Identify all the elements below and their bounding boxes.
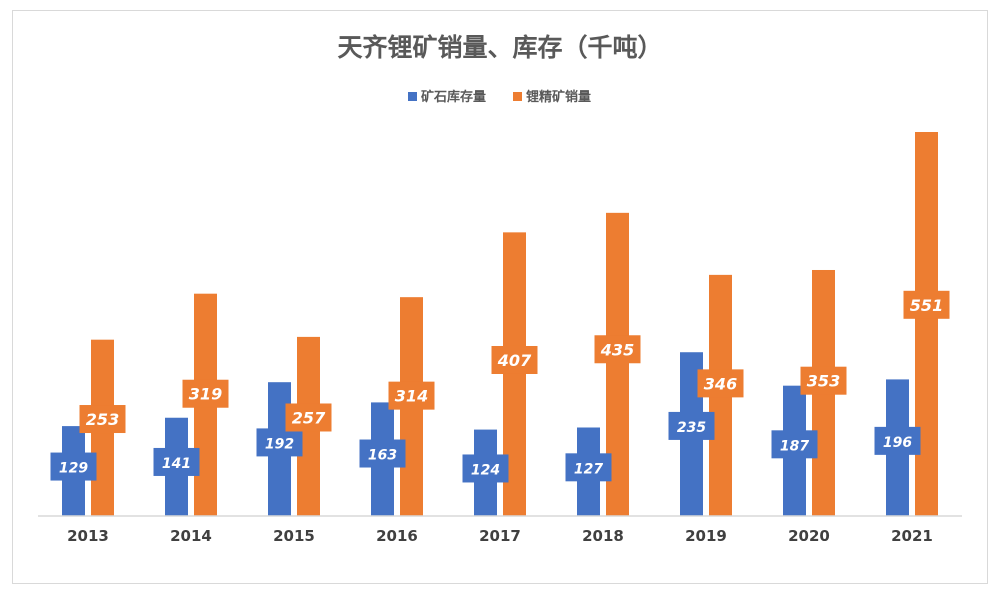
data-label-text-ore-inventory-2013: 129: [59, 461, 88, 477]
data-label-box-concentrate-sales-2021: [903, 290, 950, 319]
x-tick-label-2019: 2019: [685, 527, 727, 545]
data-label-ore-inventory-2018: 127: [565, 453, 612, 482]
data-label-box-ore-inventory-2019: [668, 411, 715, 440]
x-tick-label-2020: 2020: [788, 527, 830, 545]
data-label-box-ore-inventory-2020: [771, 430, 818, 459]
legend-swatch-concentrate-sales: [513, 92, 522, 101]
bar-concentrate-sales-2018: [606, 212, 629, 516]
data-label-box-concentrate-sales-2016: [388, 381, 435, 410]
data-label-text-ore-inventory-2017: 124: [471, 462, 500, 478]
data-label-box-concentrate-sales-2019: [697, 369, 744, 398]
data-label-ore-inventory-2013: 129: [50, 452, 97, 481]
legend-label-concentrate-sales: 锂精矿销量: [526, 89, 591, 105]
data-label-box-concentrate-sales-2015: [285, 403, 332, 432]
x-tick-label-2017: 2017: [479, 527, 521, 545]
data-label-concentrate-sales-2019: 346: [697, 369, 744, 398]
data-label-box-ore-inventory-2013: [50, 452, 97, 481]
data-label-box-ore-inventory-2018: [565, 453, 612, 482]
chart-title: 天齐锂矿销量、库存（千吨）: [337, 33, 662, 62]
data-labels-layer: 129 253 141 319 192 257 163 314 124 407 127 435 235 3…: [50, 290, 950, 483]
data-label-ore-inventory-2016: 163: [359, 439, 406, 468]
x-tick-label-2021: 2021: [891, 527, 933, 545]
data-label-text-concentrate-sales-2015: 257: [292, 408, 326, 427]
data-label-text-concentrate-sales-2016: 314: [395, 387, 428, 406]
data-label-text-ore-inventory-2019: 235: [677, 420, 706, 436]
legend-label-ore-inventory: 矿石库存量: [421, 89, 486, 105]
data-label-concentrate-sales-2018: 435: [594, 335, 641, 364]
data-label-text-ore-inventory-2015: 192: [265, 436, 294, 452]
data-label-concentrate-sales-2020: 353: [800, 366, 847, 395]
bar-concentrate-sales-2017: [503, 232, 526, 516]
x-tick-label-2018: 2018: [582, 527, 624, 545]
data-label-concentrate-sales-2013: 253: [79, 405, 126, 434]
x-tick-label-2014: 2014: [170, 527, 212, 545]
data-label-text-ore-inventory-2018: 127: [574, 461, 603, 477]
data-label-ore-inventory-2015: 192: [256, 428, 303, 457]
x-tick-label-2013: 2013: [67, 527, 109, 545]
data-label-box-ore-inventory-2015: [256, 428, 303, 457]
bar-concentrate-sales-2021: [915, 132, 938, 516]
data-label-box-concentrate-sales-2013: [79, 405, 126, 434]
data-label-box-ore-inventory-2017: [462, 454, 509, 483]
data-label-box-concentrate-sales-2017: [491, 345, 538, 374]
data-label-text-concentrate-sales-2017: 407: [497, 351, 532, 370]
x-axis-ticks: 2013 2014 2015 2016 2017 2018 2019 2020 2021: [67, 527, 933, 545]
data-label-ore-inventory-2017: 124: [462, 454, 509, 483]
data-label-box-ore-inventory-2021: [874, 426, 921, 455]
chart-legend: 矿石库存量 锂精矿销量: [408, 89, 591, 105]
data-label-ore-inventory-2020: 187: [771, 430, 818, 459]
data-label-box-ore-inventory-2016: [359, 439, 406, 468]
data-label-concentrate-sales-2021: 551: [903, 290, 950, 319]
data-label-concentrate-sales-2017: 407: [491, 345, 538, 374]
data-label-text-concentrate-sales-2020: 353: [807, 372, 840, 391]
data-label-text-ore-inventory-2021: 196: [883, 435, 912, 451]
data-label-text-concentrate-sales-2013: 253: [86, 410, 119, 429]
data-label-ore-inventory-2014: 141: [153, 447, 200, 476]
legend-swatch-ore-inventory: [408, 92, 417, 101]
data-label-text-ore-inventory-2020: 187: [780, 438, 809, 454]
data-label-text-concentrate-sales-2021: 551: [910, 296, 943, 315]
data-label-box-ore-inventory-2014: [153, 447, 200, 476]
data-label-box-concentrate-sales-2014: [182, 379, 229, 408]
data-label-box-concentrate-sales-2020: [800, 366, 847, 395]
data-label-text-concentrate-sales-2018: 435: [600, 340, 634, 359]
data-label-concentrate-sales-2015: 257: [285, 403, 332, 432]
data-label-text-concentrate-sales-2014: 319: [189, 385, 222, 404]
data-label-text-concentrate-sales-2019: 346: [704, 374, 737, 393]
data-label-box-concentrate-sales-2018: [594, 335, 641, 364]
x-tick-label-2016: 2016: [376, 527, 418, 545]
data-label-text-ore-inventory-2014: 141: [162, 456, 191, 472]
x-tick-label-2015: 2015: [273, 527, 315, 545]
data-label-ore-inventory-2019: 235: [668, 411, 715, 440]
data-label-concentrate-sales-2016: 314: [388, 381, 435, 410]
data-label-concentrate-sales-2014: 319: [182, 379, 229, 408]
data-label-text-ore-inventory-2016: 163: [368, 448, 397, 464]
data-label-ore-inventory-2021: 196: [874, 426, 921, 455]
